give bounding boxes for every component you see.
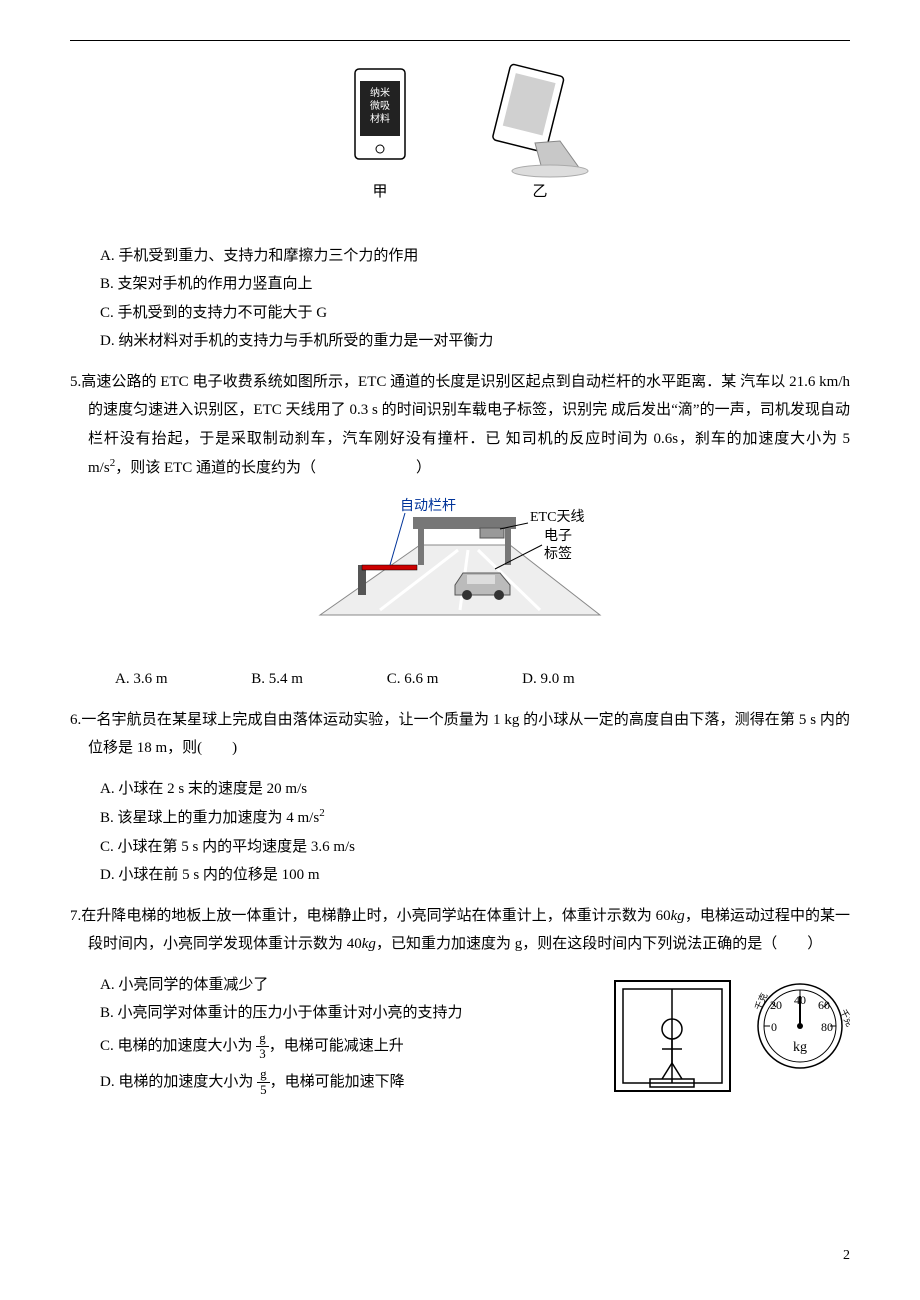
page-number: 2	[843, 1243, 850, 1270]
q4-fig-label-1: 甲	[372, 184, 387, 200]
q5-opt-d: D. 9.0 m	[522, 665, 575, 694]
q7-opt-d-den: 5	[257, 1083, 270, 1097]
q7-opt-c-1: C. 电梯的加速度大小为	[100, 1038, 256, 1054]
q7-opt-c-2: ，电梯可能减速上升	[269, 1038, 404, 1054]
dial-20: 20	[770, 998, 782, 1012]
dial-60: 60	[818, 998, 830, 1012]
q5-fig-etc: ETC天线	[530, 509, 584, 525]
dial-left-scale: 千克	[753, 991, 770, 1012]
q6-opt-c: C. 小球在第 5 s 内的平均速度是 3.6 m/s	[100, 833, 850, 862]
q5-stem-2: ，则该 ETC 通道的长度约为（	[115, 460, 316, 476]
q7-stem: 7.在升降电梯的地板上放一体重计，电梯静止时，小亮同学站在体重计上，体重计示数为…	[70, 902, 850, 959]
q4-opt-d: D. 纳米材料对手机的支持力与手机所受的重力是一对平衡力	[100, 327, 850, 356]
q7-stem-1: 7.在升降电梯的地板上放一体重计，电梯静止时，小亮同学站在体重计上，体重计示数为…	[70, 908, 671, 924]
dial-right-scale: 千克	[838, 1007, 850, 1028]
q6-stem: 6.一名宇航员在某星球上完成自由落体运动实验，让一个质量为 1 kg 的小球从一…	[70, 706, 850, 763]
q7-opt-c: C. 电梯的加速度大小为 g3，电梯可能减速上升	[100, 1028, 610, 1064]
dial-0: 0	[771, 1020, 777, 1034]
q5-stem-3: ）	[416, 460, 431, 476]
q7-opt-d-2: ，电梯可能加速下降	[270, 1074, 405, 1090]
q4-opt-a: A. 手机受到重力、支持力和摩擦力三个力的作用	[100, 242, 850, 271]
q7-opt-c-den: 3	[256, 1047, 269, 1061]
q5-opt-b: B. 5.4 m	[251, 665, 303, 694]
q7-kg2: kg	[362, 936, 376, 952]
q4-opt-b: B. 支架对手机的作用力竖直向上	[100, 270, 850, 299]
q6-opt-d: D. 小球在前 5 s 内的位移是 100 m	[100, 861, 850, 890]
q7-opt-d-frac: g5	[257, 1067, 270, 1097]
q7-options: A. 小亮同学的体重减少了 B. 小亮同学对体重计的压力小于体重计对小亮的支持力…	[70, 971, 610, 1100]
q6-opt-b-sup: 2	[319, 807, 325, 819]
q7-opt-d-1: D. 电梯的加速度大小为	[100, 1074, 257, 1090]
dial-80: 80	[821, 1020, 833, 1034]
q7-opt-c-frac: g3	[256, 1031, 269, 1061]
q6-opt-b-1: B. 该星球上的重力加速度为 4 m/s	[100, 810, 319, 826]
q6-options: A. 小球在 2 s 末的速度是 20 m/s B. 该星球上的重力加速度为 4…	[70, 775, 850, 890]
q7-kg1: kg	[671, 908, 685, 924]
q5-opt-a: A. 3.6 m	[115, 665, 168, 694]
q5-fig-tag1: 电子	[544, 528, 572, 544]
q4-fig-label-2: 乙	[532, 184, 547, 200]
q7-stem-3: ，已知重力加速度为 g，则在这段时间内下列说法正确的是（ ）	[376, 936, 822, 952]
q5-fig-tag2: 标签	[544, 545, 572, 562]
q7-opt-b: B. 小亮同学对体重计的压力小于体重计对小亮的支持力	[100, 999, 610, 1028]
fig-nano-3: 材料	[370, 112, 390, 125]
q4-options: A. 手机受到重力、支持力和摩擦力三个力的作用 B. 支架对手机的作用力竖直向上…	[70, 242, 850, 356]
q6-opt-a: A. 小球在 2 s 末的速度是 20 m/s	[100, 775, 850, 804]
q5-fig-barrier: 自动栏杆	[400, 498, 456, 514]
top-rule	[70, 40, 850, 41]
q7-opt-d: D. 电梯的加速度大小为 g5，电梯可能加速下降	[100, 1064, 610, 1100]
q5-figure: 自动栏杆 ETC天线 电子 标签	[70, 495, 850, 646]
fig-nano-1: 纳米	[370, 86, 390, 99]
q5-options: A. 3.6 m B. 5.4 m C. 6.6 m D. 9.0 m	[70, 665, 850, 694]
q7-opt-a: A. 小亮同学的体重减少了	[100, 971, 610, 1000]
q4-figure: 纳米 微吸 材料 甲 乙	[70, 61, 850, 222]
fig-nano-2: 微吸	[370, 99, 390, 112]
q7-opt-c-num: g	[256, 1031, 269, 1046]
dial-kg: kg	[793, 1040, 807, 1055]
q7-opt-d-num: g	[257, 1067, 270, 1082]
q6-opt-b: B. 该星球上的重力加速度为 4 m/s2	[100, 803, 850, 833]
q5-stem: 5.高速公路的 ETC 电子收费系统如图所示，ETC 通道的长度是识别区起点到自…	[70, 368, 850, 483]
q4-opt-c: C. 手机受到的支持力不可能大于 G	[100, 299, 850, 328]
q7-figure: 20 40 60 0 80 kg 千克 千克	[610, 971, 850, 1112]
q5-opt-c: C. 6.6 m	[387, 665, 439, 694]
